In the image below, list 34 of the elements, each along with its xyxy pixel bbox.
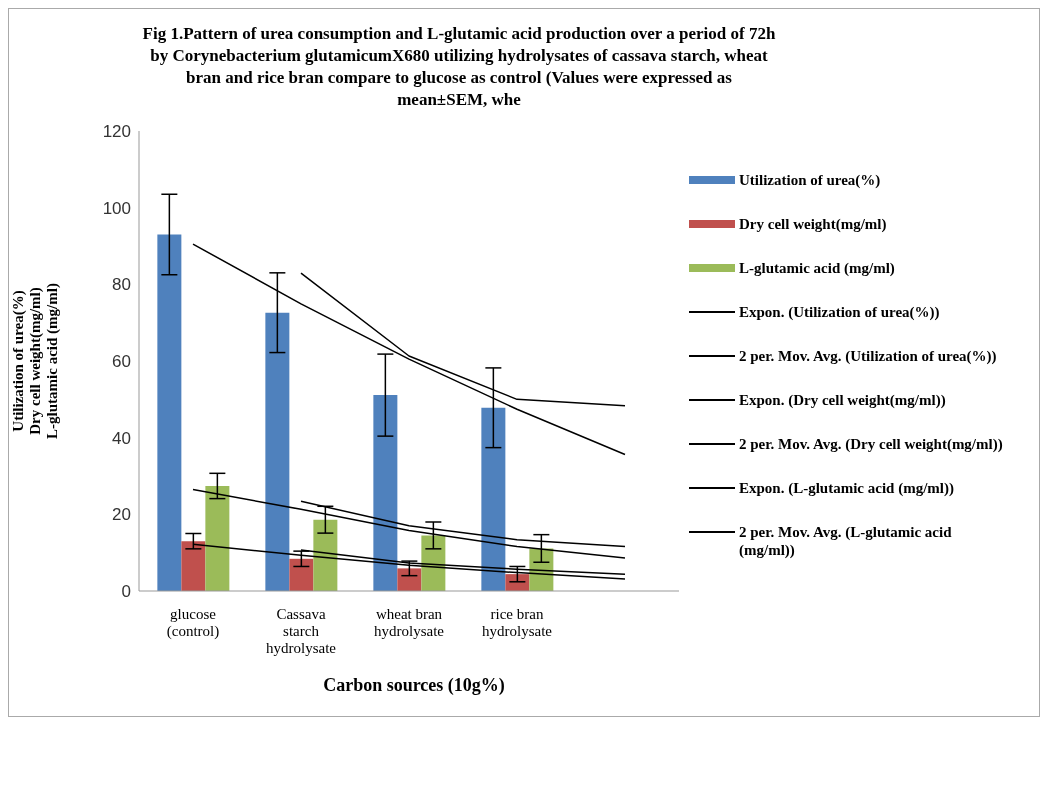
legend-label: 2 per. Mov. Avg. (L-glutamic acid (mg/ml)) xyxy=(739,523,953,559)
x-tick-label: Cassava starch hydrolysate xyxy=(266,606,337,656)
x-tick-label: wheat bran hydrolysate xyxy=(374,606,445,639)
x-tick-label: rice bran hydrolysate xyxy=(482,606,553,639)
x-tick-label: glucose (control) xyxy=(166,606,220,640)
y-tick-label: 60 xyxy=(112,352,131,372)
bar xyxy=(181,541,206,591)
bar xyxy=(289,558,314,591)
bar xyxy=(397,568,422,591)
y-tick-label: 120 xyxy=(102,122,131,142)
legend-label: Utilization of urea(%) xyxy=(739,171,881,189)
x-axis-title: Carbon sources (10g%) xyxy=(322,675,506,696)
y-tick-label: 40 xyxy=(112,428,131,448)
y-axis-title: Utilization of urea(%) Dry cell weight(mg/ml) L-glutamic acid (mg/ml) xyxy=(10,283,61,439)
line-series xyxy=(192,243,626,456)
legend-label: 2 per. Mov. Avg. (Utilization of urea(%)) xyxy=(739,347,997,365)
legend-label: Expon. (L-glutamic acid (mg/ml)) xyxy=(739,479,954,497)
legend-label: Expon. (Dry cell weight(mg/ml)) xyxy=(739,391,946,409)
y-tick-label: 80 xyxy=(112,275,131,295)
bar xyxy=(313,519,338,591)
bar xyxy=(373,395,398,591)
legend-label: 2 per. Mov. Avg. (Dry cell weight(mg/ml)) xyxy=(739,435,1003,453)
bar xyxy=(265,312,290,591)
y-tick-label: 100 xyxy=(102,198,131,218)
bar xyxy=(481,407,506,591)
legend-label: Dry cell weight(mg/ml) xyxy=(739,215,887,233)
bar xyxy=(205,485,230,591)
legend-label: Expon. (Utilization of urea(%)) xyxy=(739,303,940,321)
legend-label: L-glutamic acid (mg/ml) xyxy=(739,259,895,277)
chart-title: Fig 1.Pattern of urea consumption and L-glutamic acid production over a period of 72h by Corynebacterium glutamicumX680 utilizing hydrolysates of cassava starch, wheat bran and rice bran compare to glucose as control (Values were expressed as mean±SEM, whe xyxy=(141,23,777,111)
bar xyxy=(157,234,182,591)
bar xyxy=(421,535,446,591)
y-tick-label: 0 xyxy=(121,582,131,602)
y-tick-label: 20 xyxy=(112,505,131,525)
